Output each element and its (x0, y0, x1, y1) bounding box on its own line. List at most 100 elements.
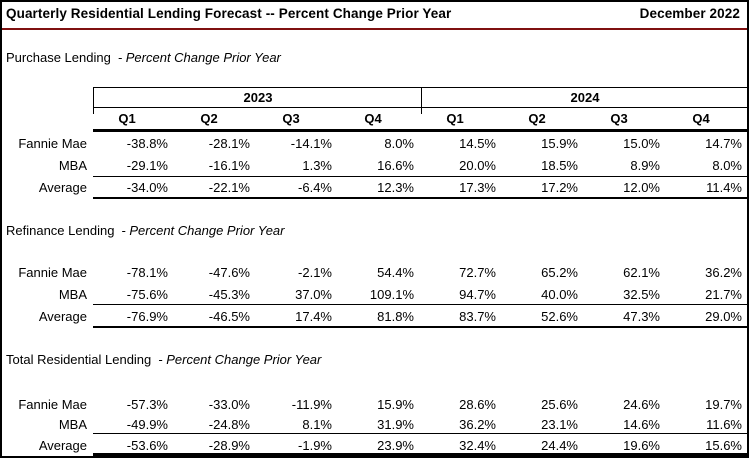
cell: -57.3% (126, 396, 168, 412)
section-subtitle: - Percent Change Prior Year (121, 223, 285, 238)
cell: -78.1% (126, 264, 168, 280)
cell: -24.8% (208, 416, 250, 432)
cell: 8.0% (384, 135, 414, 151)
cell: 31.9% (377, 416, 414, 432)
cell: 83.7% (459, 308, 496, 324)
header-tick (421, 108, 422, 114)
year-label: 2023 (243, 90, 273, 105)
table-row-refinance-fannie: Fannie Mae -78.1% -47.6% -2.1% 54.4% 72.… (0, 261, 749, 283)
table-row-total-mba: MBA -49.9% -24.8% 8.1% 31.9% 36.2% 23.1%… (0, 413, 749, 435)
cell: 36.2% (459, 416, 496, 432)
cell: -1.9% (298, 437, 332, 453)
cell: 65.2% (541, 264, 578, 280)
cell: -53.6% (126, 437, 168, 453)
average-top-rule (93, 433, 749, 434)
title-divider (0, 28, 749, 30)
cell: 29.0% (705, 308, 742, 324)
cell: 81.8% (377, 308, 414, 324)
cell: 15.6% (705, 437, 742, 453)
section-title: Total Residential Lending (6, 352, 152, 367)
cell: 11.6% (706, 416, 742, 432)
cell: -49.9% (126, 416, 168, 432)
section-heading-refinance: Refinance Lending - Percent Change Prior … (6, 223, 285, 238)
section-heading-total: Total Residential Lending - Percent Chang… (6, 352, 321, 367)
cell: 23.1% (541, 416, 578, 432)
quarter-header: Q3 (610, 111, 628, 126)
section-bottom-rule (93, 453, 749, 456)
quarter-header: Q1 (118, 111, 136, 126)
year-header-2024: 2024 (421, 87, 749, 108)
cell: -2.1% (298, 264, 332, 280)
cell: 14.6% (623, 416, 660, 432)
cell: 14.7% (705, 135, 742, 151)
row-label: Average (38, 179, 87, 195)
header-rule (93, 129, 749, 132)
table-row-total-fannie: Fannie Mae -57.3% -33.0% -11.9% 15.9% 28… (0, 393, 749, 415)
year-header-2023: 2023 (93, 87, 422, 108)
quarter-header: Q3 (282, 111, 300, 126)
section-subtitle: - Percent Change Prior Year (117, 50, 281, 65)
cell: 12.0% (623, 179, 660, 195)
row-label: Average (38, 308, 87, 324)
section-heading-purchase: Purchase Lending - Percent Change Prior Y… (6, 50, 281, 65)
cell: 14.5% (459, 135, 496, 151)
row-label: Fannie Mae (18, 264, 87, 280)
cell: 19.6% (623, 437, 660, 453)
quarter-header: Q2 (528, 111, 546, 126)
table-row-purchase-fannie: Fannie Mae -38.8% -28.1% -14.1% 8.0% 14.… (0, 132, 749, 154)
section-title: Purchase Lending (6, 50, 111, 65)
cell: 28.6% (459, 396, 496, 412)
header-tick (93, 108, 94, 114)
cell: -38.8% (126, 135, 168, 151)
cell: 36.2% (705, 264, 742, 280)
cell: 109.1% (369, 286, 414, 302)
section-subtitle: - Percent Change Prior Year (158, 352, 322, 367)
cell: 8.0% (712, 157, 742, 173)
cell: -14.1% (290, 135, 332, 151)
cell: 24.6% (623, 396, 660, 412)
table-row-total-average: Average -53.6% -28.9% -1.9% 23.9% 32.4% … (0, 434, 749, 456)
page-title: Quarterly Residential Lending Forecast -… (6, 6, 452, 21)
cell: 18.5% (541, 157, 578, 173)
cell: 32.5% (623, 286, 660, 302)
cell: 17.2% (541, 179, 578, 195)
cell: -28.9% (208, 437, 250, 453)
table-row-purchase-mba: MBA -29.1% -16.1% 1.3% 16.6% 20.0% 18.5%… (0, 154, 749, 176)
cell: -75.6% (126, 286, 168, 302)
average-top-rule (93, 304, 749, 305)
cell: 54.4% (377, 264, 414, 280)
section-title: Refinance Lending (6, 223, 115, 238)
cell: 94.7% (459, 286, 496, 302)
cell: 20.0% (459, 157, 496, 173)
section-bottom-rule (93, 197, 749, 199)
cell: 12.3% (377, 179, 414, 195)
cell: -22.1% (208, 179, 250, 195)
cell: 1.3% (302, 157, 332, 173)
cell: -11.9% (291, 396, 332, 412)
cell: 32.4% (459, 437, 496, 453)
cell: -33.0% (208, 396, 250, 412)
cell: 25.6% (541, 396, 578, 412)
cell: -45.3% (208, 286, 250, 302)
cell: 72.7% (459, 264, 496, 280)
year-label: 2024 (570, 90, 600, 105)
table-row-refinance-average: Average -76.9% -46.5% 17.4% 81.8% 83.7% … (0, 305, 749, 327)
cell: -28.1% (208, 135, 250, 151)
cell: 21.7% (705, 286, 742, 302)
cell: 11.4% (706, 179, 742, 195)
cell: 23.9% (377, 437, 414, 453)
cell: 24.4% (541, 437, 578, 453)
cell: -6.4% (298, 179, 332, 195)
report-header: Quarterly Residential Lending Forecast -… (6, 6, 740, 21)
cell: -29.1% (126, 157, 168, 173)
cell: 17.3% (459, 179, 496, 195)
cell: -16.1% (208, 157, 250, 173)
row-label: MBA (58, 286, 87, 302)
cell: 62.1% (623, 264, 660, 280)
cell: 8.1% (302, 416, 332, 432)
row-label: Average (38, 437, 87, 453)
report-date: December 2022 (639, 6, 740, 21)
cell: 47.3% (623, 308, 660, 324)
table-row-refinance-mba: MBA -75.6% -45.3% 37.0% 109.1% 94.7% 40.… (0, 283, 749, 305)
